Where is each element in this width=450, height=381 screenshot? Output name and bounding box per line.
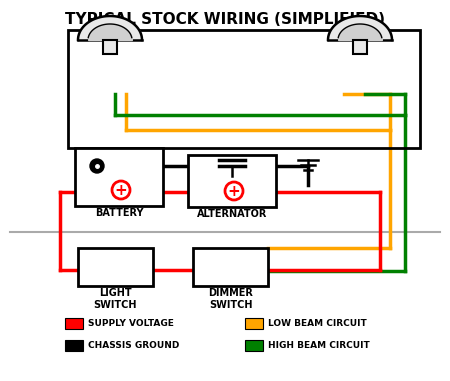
Text: DIMMER
SWITCH: DIMMER SWITCH [208, 288, 253, 310]
Bar [78, 248, 153, 286]
Text: +: + [115, 182, 127, 197]
Text: BATTERY: BATTERY [95, 208, 143, 218]
Circle shape [112, 181, 130, 199]
Text: ALTERNATOR: ALTERNATOR [197, 209, 267, 219]
Text: LIGHT
SWITCH: LIGHT SWITCH [94, 288, 137, 310]
Text: CHASSIS GROUND: CHASSIS GROUND [88, 341, 180, 350]
Bar [193, 248, 268, 286]
Text: +: + [228, 184, 240, 199]
Bar [65, 318, 83, 329]
Bar [353, 40, 367, 54]
Circle shape [225, 182, 243, 200]
Text: HIGH BEAM CIRCUIT: HIGH BEAM CIRCUIT [268, 341, 370, 350]
Bar [245, 340, 263, 351]
Circle shape [90, 159, 104, 173]
Bar [188, 155, 276, 207]
Bar [103, 40, 117, 54]
Text: SUPPLY VOLTAGE: SUPPLY VOLTAGE [88, 319, 174, 328]
Text: TYPICAL STOCK WIRING (SIMPLIFIED): TYPICAL STOCK WIRING (SIMPLIFIED) [65, 12, 385, 27]
Bar [65, 340, 83, 351]
Text: LOW BEAM CIRCUIT: LOW BEAM CIRCUIT [268, 319, 367, 328]
Bar [68, 30, 420, 148]
Bar [245, 318, 263, 329]
Bar [75, 148, 163, 206]
